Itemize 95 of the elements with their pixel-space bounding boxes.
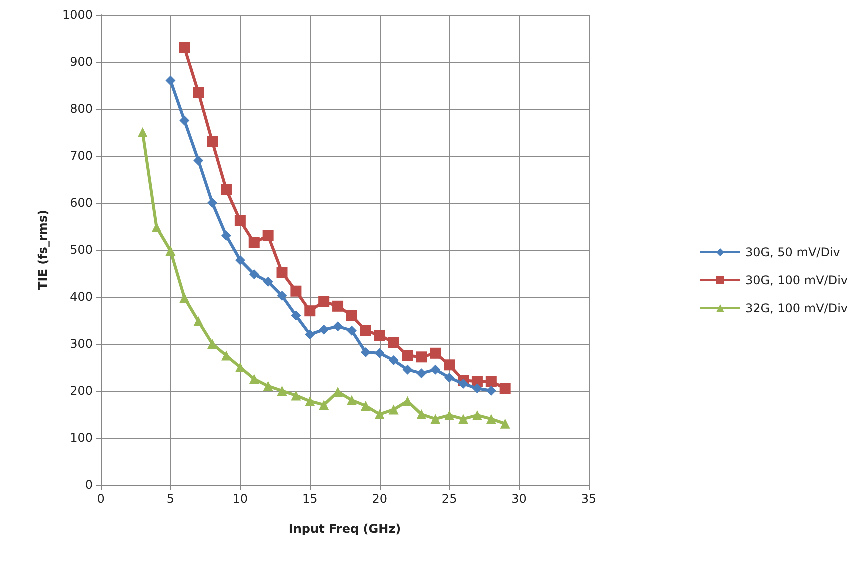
point: [416, 352, 428, 363]
y-tick-label: 800: [70, 102, 93, 116]
point: [374, 330, 386, 342]
point: [235, 362, 246, 372]
point: [486, 414, 496, 424]
point: [430, 364, 441, 375]
point: [458, 378, 469, 389]
x-tick-label: 30: [512, 492, 527, 506]
point: [263, 276, 274, 287]
point: [263, 381, 274, 392]
y-tick-label: 0: [85, 478, 93, 492]
point: [318, 296, 330, 308]
point: [208, 198, 218, 208]
y-tick-label: 1000: [62, 8, 93, 22]
point: [193, 87, 204, 98]
point: [444, 372, 455, 383]
legend-label: 32G, 100 mV/Div: [745, 302, 848, 316]
point: [332, 300, 344, 312]
point: [500, 418, 510, 429]
point: [388, 404, 399, 415]
y-tick-label: 100: [70, 431, 93, 445]
x-axis-title: Input Freq (GHz): [288, 522, 402, 536]
point: [235, 255, 246, 266]
point: [277, 386, 288, 396]
point: [262, 230, 274, 242]
point: [472, 410, 482, 420]
point: [249, 269, 260, 280]
point: [180, 292, 190, 303]
x-tick-label: 20: [372, 492, 388, 506]
y-tick-label: 700: [70, 149, 93, 163]
point: [486, 386, 496, 396]
point: [360, 325, 372, 336]
point: [207, 136, 218, 148]
point: [248, 237, 260, 248]
y-tick-label: 400: [70, 290, 93, 304]
point: [319, 400, 330, 410]
point: [221, 230, 232, 241]
point: [416, 410, 427, 420]
point: [430, 348, 442, 359]
point: [486, 376, 497, 388]
point: [291, 390, 302, 401]
point: [166, 76, 176, 86]
y-tick-label: 300: [70, 337, 93, 351]
point: [333, 386, 344, 397]
point: [234, 215, 246, 226]
point: [444, 360, 456, 371]
y-tick-label: 900: [70, 55, 93, 69]
point: [374, 410, 385, 420]
point: [319, 324, 330, 335]
legend-label: 30G, 100 mV/Div: [745, 274, 848, 288]
point: [221, 350, 232, 361]
point: [346, 395, 357, 406]
point: [402, 350, 414, 362]
y-tick-label: 600: [70, 196, 93, 210]
point: [220, 184, 232, 196]
point: [458, 414, 469, 424]
point: [402, 364, 413, 375]
point: [374, 348, 385, 358]
point: [305, 396, 316, 406]
point: [388, 337, 400, 348]
point: [360, 401, 371, 412]
point: [179, 42, 190, 54]
point: [194, 156, 204, 166]
y-tick-label: 200: [70, 384, 93, 398]
point: [305, 330, 316, 340]
point: [304, 306, 316, 317]
point: [290, 286, 302, 297]
point: [472, 384, 482, 394]
x-tick-label: 25: [442, 492, 458, 506]
legend-label: 30G, 50 mV/Div: [745, 246, 840, 260]
x-tick-label: 10: [232, 492, 248, 506]
point: [138, 128, 148, 138]
point: [276, 267, 288, 278]
point: [430, 414, 441, 424]
point: [416, 368, 427, 379]
x-tick-label: 15: [302, 492, 318, 506]
x-tick-label: 35: [581, 492, 597, 506]
y-axis-title: TIE (fs_rms): [36, 210, 50, 290]
point: [208, 339, 218, 349]
point: [346, 310, 358, 322]
point: [500, 383, 511, 394]
point: [291, 310, 302, 321]
point: [194, 316, 204, 326]
y-tick-label: 500: [70, 243, 93, 257]
point: [388, 355, 399, 366]
point: [249, 374, 260, 384]
point: [444, 410, 455, 420]
point: [166, 246, 176, 256]
point: [360, 347, 371, 358]
point: [180, 116, 190, 126]
point: [333, 322, 344, 332]
point: [346, 326, 357, 336]
x-tick-label: 5: [166, 492, 175, 506]
point: [277, 291, 288, 302]
x-tick-label: 0: [97, 492, 105, 506]
